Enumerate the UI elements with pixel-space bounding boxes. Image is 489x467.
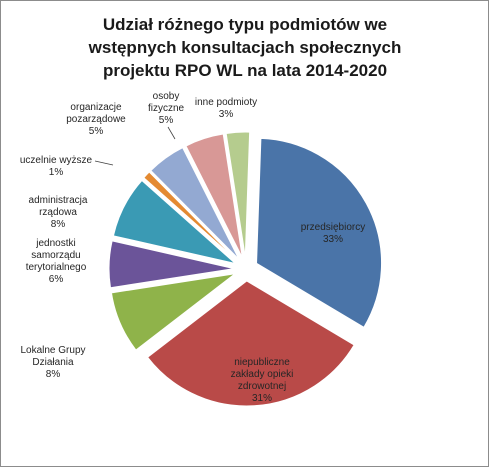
leader-line	[167, 126, 176, 140]
leader-line	[94, 160, 114, 166]
slice-label: osoby fizyczne 5%	[148, 91, 185, 126]
chart-title-line-3: projektu RPO WL na lata 2014-2020	[102, 61, 388, 80]
slice-name: zakłady opieki	[231, 369, 294, 380]
slice-name: fizyczne	[148, 103, 185, 114]
slice-name: osoby	[153, 91, 180, 102]
slice-percent: 8%	[46, 369, 61, 380]
slice-percent: 3%	[219, 109, 234, 120]
slice-name: samorządu	[31, 250, 80, 261]
slice-name: pozarządowe	[66, 114, 126, 125]
pie-slice	[112, 179, 236, 265]
chart-title-line-2: wstępnych konsultacjach społecznych	[88, 38, 402, 57]
pie-slice	[225, 131, 251, 258]
slice-percent: 1%	[49, 167, 64, 178]
chart-title-line-1: Udział różnego typu podmiotów we	[102, 15, 388, 34]
slice-name: Lokalne Grupy	[20, 345, 85, 356]
slice-label: uczelnie wyższe 1%	[20, 155, 93, 178]
pie-slice	[185, 133, 243, 258]
pie-slice	[110, 273, 236, 351]
slice-name: inne podmioty	[195, 97, 257, 108]
slice-name: zdrowotnej	[238, 381, 286, 392]
slice-name: rządowa	[39, 207, 77, 218]
slice-name: uczelnie wyższe	[20, 155, 93, 166]
slice-percent: 31%	[252, 393, 272, 404]
pie-slice	[108, 240, 235, 289]
pie-slice	[150, 147, 240, 260]
chart-title: Udział różnego typu podmiotów we wstępny…	[21, 13, 469, 82]
slice-label: inne podmioty 3%	[195, 97, 257, 120]
slice-label: Lokalne Grupy Działania 8%	[20, 345, 85, 380]
slice-name: jednostki	[35, 238, 75, 249]
slice-name: terytorialnego	[26, 262, 87, 273]
pie-slice	[146, 280, 355, 407]
slice-percent: 33%	[323, 234, 343, 245]
slice-percent: 5%	[159, 115, 174, 126]
slice-name: niepubliczne	[234, 357, 290, 368]
slice-percent: 6%	[49, 274, 64, 285]
slice-label: jednostki samorządu terytorialnego 6%	[26, 238, 87, 285]
slice-label: administracja rządowa 8%	[29, 195, 88, 230]
slice-name: organizacje	[70, 102, 122, 113]
slice-percent: 5%	[89, 126, 104, 137]
slice-name: administracja	[29, 195, 88, 206]
slice-label: niepubliczne zakłady opieki zdrowotnej 31%	[231, 357, 294, 404]
slice-name: przedsiębiorcy	[301, 222, 365, 233]
slice-name: Działania	[32, 357, 74, 368]
pie-slice	[256, 137, 383, 328]
pie-slice	[143, 171, 238, 262]
slice-percent: 8%	[51, 219, 66, 230]
slice-label: przedsiębiorcy 33%	[301, 222, 365, 245]
slice-label: organizacje pozarządowe 5%	[66, 102, 126, 137]
